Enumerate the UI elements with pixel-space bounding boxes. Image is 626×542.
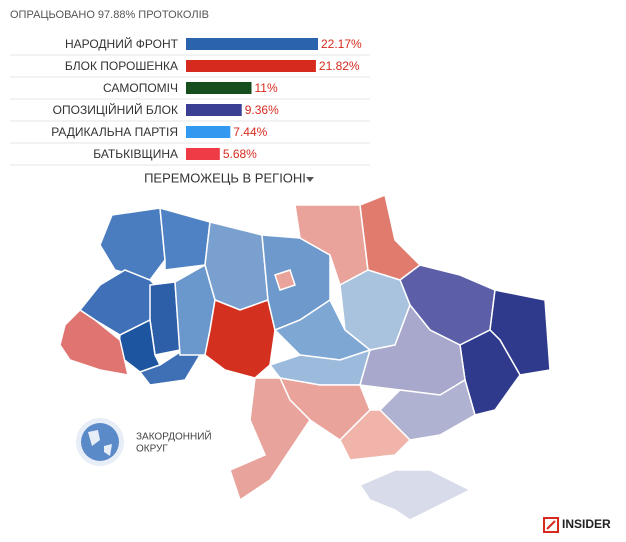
category-label: ОПОЗИЦІЙНИЙ БЛОК bbox=[53, 102, 178, 117]
bar-chart: НАРОДНИЙ ФРОНТ 22.17% БЛОК ПОРОШЕНКА 21.82%… bbox=[10, 36, 370, 166]
bar bbox=[186, 126, 231, 138]
bar bbox=[186, 82, 252, 94]
value-label: 22.17% bbox=[321, 37, 362, 51]
category-label: БАТЬКІВЩИНА bbox=[93, 147, 178, 161]
abroad-label: ЗАКОРДОННИЙ bbox=[136, 430, 212, 443]
map bbox=[59, 193, 551, 521]
region bbox=[204, 221, 269, 311]
region bbox=[339, 409, 412, 461]
bar bbox=[186, 104, 242, 116]
dropdown-arrow[interactable] bbox=[306, 177, 314, 182]
abroad-label: ОКРУГ bbox=[136, 444, 168, 455]
map-title[interactable]: ПЕРЕМОЖЕЦЬ В РЕГІОНІ bbox=[144, 170, 306, 185]
region bbox=[359, 303, 466, 396]
globe bbox=[81, 423, 119, 461]
category-label: БЛОК ПОРОШЕНКА bbox=[65, 59, 178, 73]
region bbox=[99, 207, 166, 281]
region bbox=[359, 193, 422, 281]
region bbox=[149, 281, 181, 356]
value-label: 9.36% bbox=[245, 103, 279, 117]
brand-logo-slash bbox=[546, 520, 556, 530]
bar bbox=[186, 60, 316, 72]
category-label: РАДИКАЛЬНА ПАРТІЯ bbox=[51, 125, 178, 139]
region bbox=[358, 469, 472, 521]
region bbox=[229, 377, 311, 502]
bar bbox=[186, 148, 220, 160]
category-label: САМОПОМІЧ bbox=[103, 81, 178, 95]
globe-land bbox=[88, 430, 112, 456]
region bbox=[274, 269, 296, 291]
value-label: 11% bbox=[254, 81, 277, 95]
abroad-icon bbox=[76, 418, 124, 466]
chart-title: ОПРАЦЬОВАНО 97.88% ПРОТОКОЛІВ bbox=[10, 9, 209, 21]
region bbox=[59, 309, 129, 376]
category-label: НАРОДНИЙ ФРОНТ bbox=[65, 36, 179, 51]
value-label: 21.82% bbox=[319, 59, 360, 73]
brand: INSIDER bbox=[562, 517, 611, 531]
bar bbox=[186, 38, 318, 50]
value-label: 7.44% bbox=[233, 125, 267, 139]
value-label: 5.68% bbox=[223, 147, 257, 161]
region bbox=[204, 298, 276, 379]
region bbox=[159, 206, 211, 271]
brand-logo bbox=[543, 517, 559, 533]
